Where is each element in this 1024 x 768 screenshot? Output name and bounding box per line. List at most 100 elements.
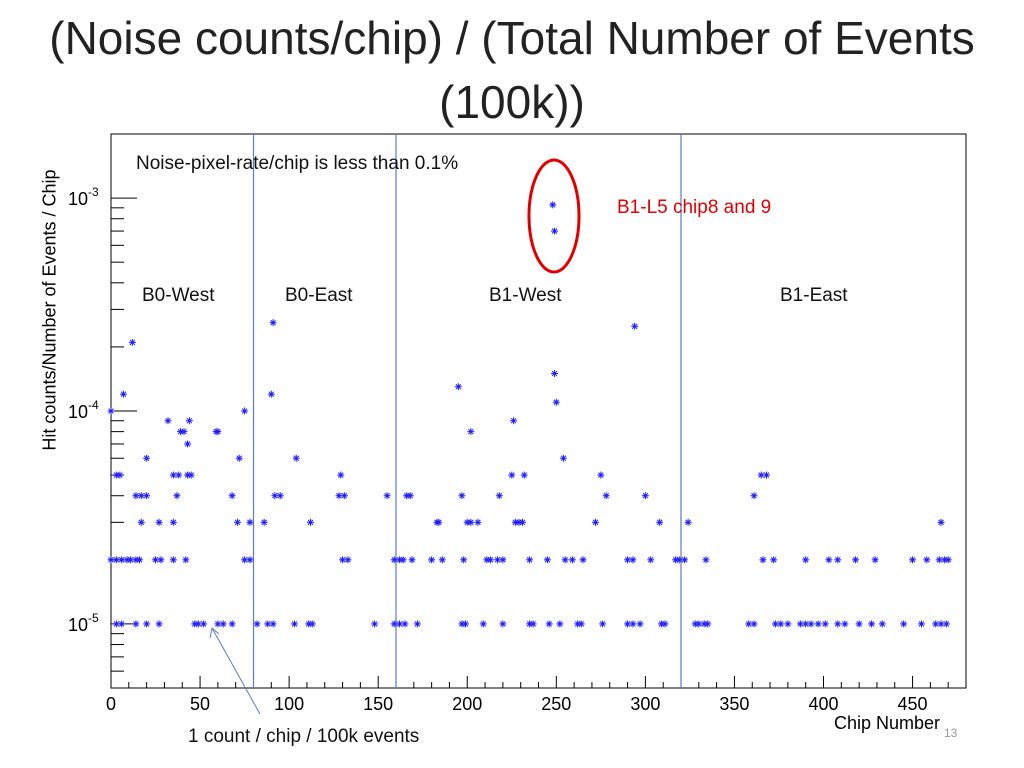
annotation-arrowhead (209, 627, 220, 639)
data-point (871, 556, 879, 564)
data-point (807, 620, 815, 628)
data-point (463, 518, 471, 526)
data-point (157, 556, 165, 564)
data-point (917, 620, 925, 628)
data-point (169, 556, 177, 564)
y-tick-label: 10-3 (68, 185, 99, 209)
data-point (390, 556, 398, 564)
y-axis-title: Hit counts/Number of Events / Chip (39, 169, 60, 451)
data-point (681, 556, 689, 564)
data-point (944, 556, 952, 564)
data-point (834, 556, 842, 564)
data-point (784, 620, 792, 628)
data-point (118, 556, 126, 564)
y-tick-labels: 10-3 10-4 10-5 (68, 185, 99, 635)
data-point (164, 417, 172, 425)
data-point (292, 454, 300, 462)
data-point (661, 620, 669, 628)
data-point (241, 556, 249, 564)
noise-rate-note: Noise-pixel-rate/chip is less than 0.1% (136, 153, 459, 174)
data-point (435, 518, 443, 526)
data-point (246, 556, 254, 564)
data-point (545, 620, 553, 628)
y-tick-label: 10-5 (68, 611, 99, 635)
data-point (704, 620, 712, 628)
data-point (647, 556, 655, 564)
data-point (559, 454, 567, 462)
data-point (702, 556, 710, 564)
data-point (909, 556, 917, 564)
data-point (461, 620, 469, 628)
region-label-b0-west: B0-West (142, 285, 215, 306)
data-point (656, 518, 664, 526)
data-point (143, 454, 151, 462)
data-point (695, 620, 703, 628)
slide-number: 13 (944, 726, 958, 740)
data-point (406, 492, 414, 500)
data-point (479, 620, 487, 628)
data-point (825, 556, 833, 564)
data-point (428, 556, 436, 564)
data-point (602, 492, 610, 500)
data-point (556, 620, 564, 628)
data-point (228, 620, 236, 628)
data-point (137, 492, 145, 500)
data-point (143, 492, 151, 500)
axis-ticks (110, 133, 967, 688)
data-point (185, 417, 193, 425)
data-point (467, 428, 475, 436)
data-point (413, 620, 421, 628)
data-point (335, 492, 343, 500)
data-point (814, 620, 822, 628)
data-point (187, 471, 195, 479)
data-point (155, 620, 163, 628)
data-point (878, 620, 886, 628)
data-point (337, 471, 345, 479)
data-point (520, 471, 528, 479)
data-point (344, 556, 352, 564)
data-point (495, 492, 503, 500)
data-point (136, 556, 143, 564)
data-point (182, 556, 190, 564)
data-point (116, 471, 124, 479)
data-point (137, 518, 145, 526)
data-point (759, 556, 767, 564)
region-label-b1-west: B1-West (489, 285, 562, 306)
x-tick-label: 300 (630, 694, 660, 714)
data-point (568, 556, 576, 564)
data-point (119, 390, 127, 398)
annotation-arrow (211, 627, 261, 715)
data-point (551, 227, 559, 235)
data-point (269, 620, 277, 628)
data-point (777, 620, 785, 628)
region-dividers (252, 134, 682, 688)
data-point (340, 492, 348, 500)
data-point (499, 620, 507, 628)
x-tick-label: 0 (106, 694, 116, 714)
data-point (460, 556, 468, 564)
data-point (579, 556, 587, 564)
data-point (629, 556, 637, 564)
data-point (401, 620, 409, 628)
data-point (636, 620, 644, 628)
data-point (308, 620, 316, 628)
data-point (454, 383, 462, 391)
data-point (307, 518, 314, 526)
data-point (763, 471, 770, 479)
slide-title: (Noise counts/chip) / (Total Number of E… (49, 12, 975, 128)
x-axis-title: Chip Number (834, 713, 941, 733)
data-point (855, 620, 863, 628)
data-point (132, 492, 140, 500)
data-point (802, 556, 810, 564)
data-point (597, 471, 605, 479)
data-point (228, 492, 236, 500)
data-point (508, 471, 516, 479)
data-point (631, 322, 639, 330)
data-point (107, 407, 115, 415)
highlight-ellipse (527, 158, 581, 274)
data-point (390, 620, 398, 628)
data-point (750, 620, 758, 628)
data-point (260, 518, 268, 526)
data-point (241, 407, 249, 415)
data-point (371, 620, 379, 628)
